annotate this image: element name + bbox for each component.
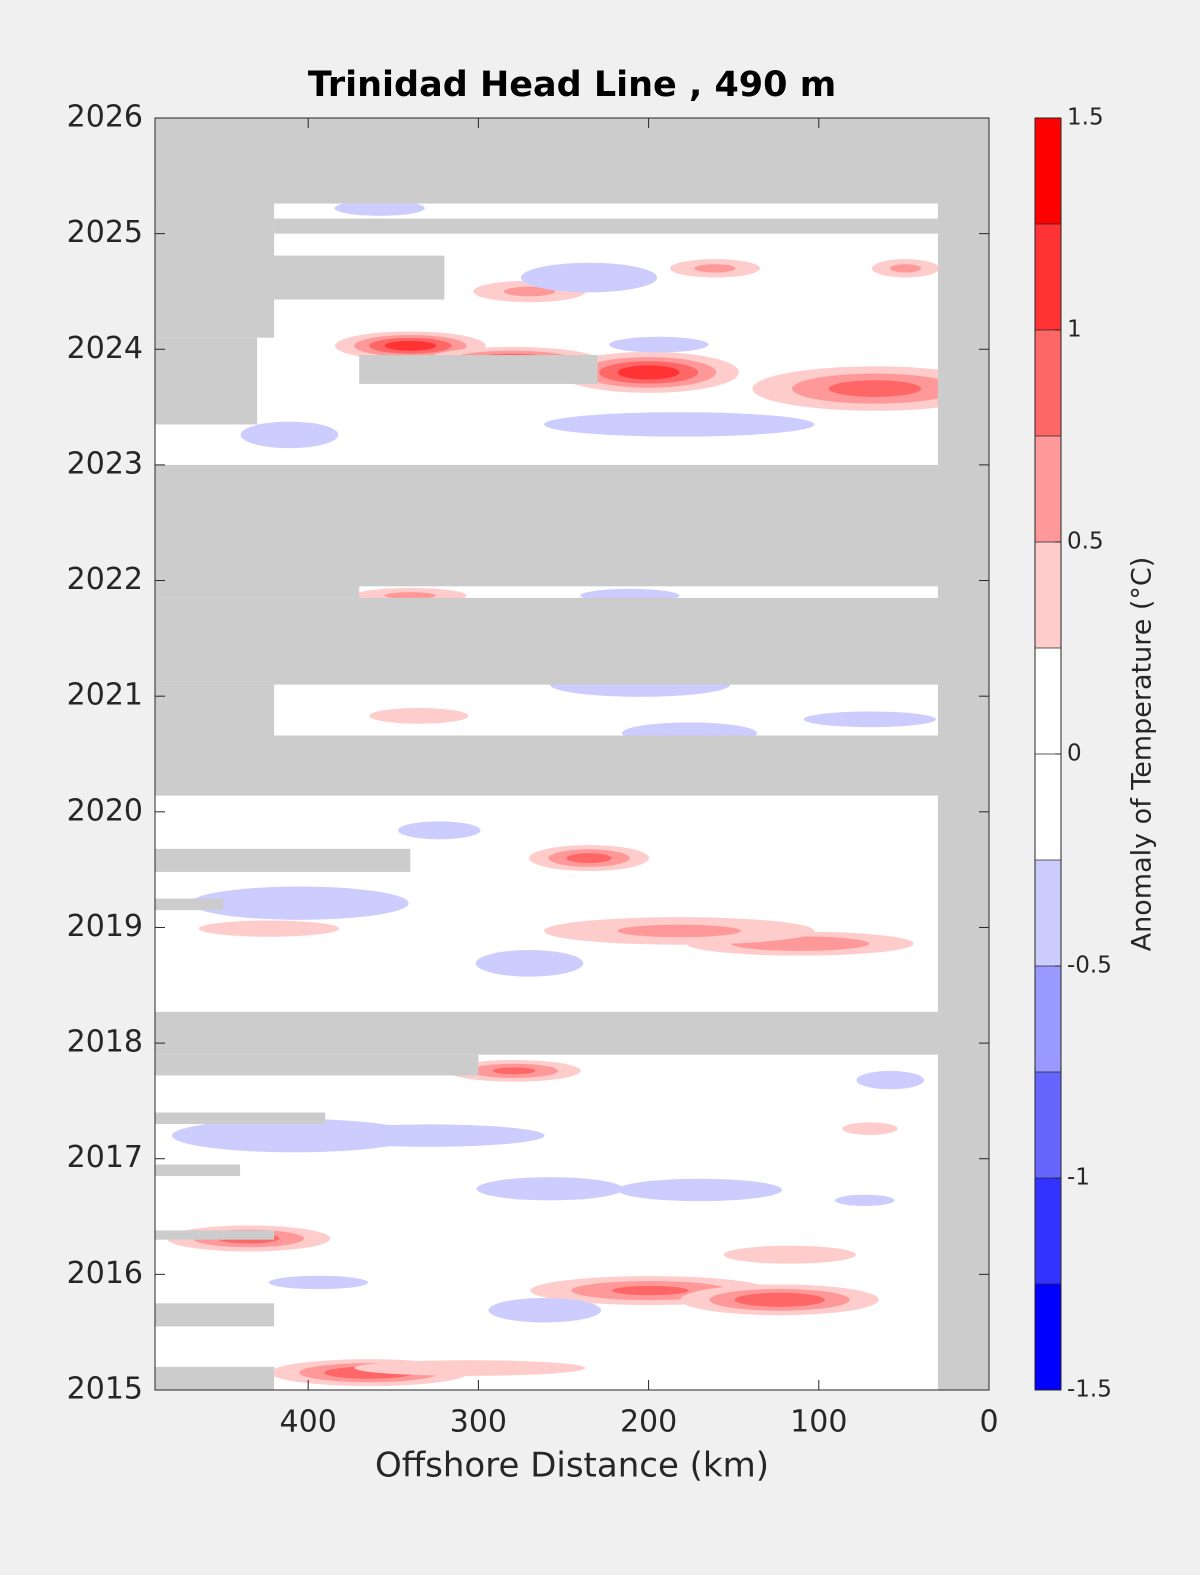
colorbar-band	[1035, 648, 1061, 754]
y-tick-label: 2016	[67, 1256, 143, 1291]
y-tick-label: 2024	[67, 331, 143, 366]
x-tick-label: 100	[790, 1405, 847, 1440]
anomaly-contour	[240, 421, 339, 449]
anomaly-contour	[856, 1070, 925, 1090]
anomaly-contour	[503, 286, 556, 297]
colorbar-band	[1035, 860, 1061, 966]
anomaly-contour	[476, 1177, 624, 1201]
y-tick-label: 2018	[67, 1025, 143, 1060]
missing-region	[274, 218, 938, 234]
colorbar-tick-label: -1.5	[1067, 1377, 1112, 1403]
anomaly-contour	[190, 886, 409, 920]
anomaly-contour	[488, 1297, 602, 1323]
missing-region	[155, 337, 258, 425]
colorbar-band	[1035, 754, 1061, 860]
missing-region	[155, 1112, 326, 1125]
missing-region	[155, 684, 275, 743]
missing-region	[155, 584, 360, 598]
y-tick-label: 2025	[67, 215, 143, 250]
x-tick-label: 400	[280, 1405, 337, 1440]
anomaly-contour	[609, 336, 709, 353]
missing-region	[274, 255, 445, 300]
colorbar-band	[1035, 1284, 1061, 1390]
colorbar-band	[1035, 966, 1061, 1072]
colorbar-label: Anomaly of Temperature (°C)	[1127, 557, 1158, 952]
colorbar-band	[1035, 436, 1061, 542]
anomaly-contour	[369, 707, 469, 724]
x-axis-label: Offshore Distance (km)	[375, 1446, 769, 1486]
anomaly-contour	[566, 853, 612, 863]
missing-region	[155, 1054, 479, 1076]
colorbar-band	[1035, 542, 1061, 648]
missing-region	[155, 848, 411, 872]
anomaly-contour	[544, 412, 815, 437]
missing-region	[155, 118, 989, 204]
anomaly-contour	[803, 711, 936, 728]
plot-frame	[154, 117, 990, 1391]
y-tick-label: 2022	[67, 562, 143, 597]
anomaly-contour	[617, 365, 680, 380]
missing-region	[155, 1366, 275, 1390]
missing-region	[155, 203, 275, 338]
colorbar-tick-label: 1.5	[1067, 105, 1104, 131]
missing-region	[155, 1230, 275, 1240]
anomaly-contour	[890, 264, 922, 273]
anomaly-contour	[842, 1122, 898, 1135]
y-tick-label: 2020	[67, 793, 143, 828]
missing-region	[937, 118, 989, 1390]
x-tick-label: 300	[450, 1405, 507, 1440]
anomaly-contour	[828, 380, 922, 397]
axes: 400 300 200 100 0 2015 2016 2017 2018 2019 2020 202…	[67, 100, 1112, 1440]
anomaly-contour	[617, 924, 741, 938]
colorbar-band	[1035, 118, 1061, 224]
colorbar-band	[1035, 224, 1061, 330]
anomaly-contour	[520, 262, 658, 293]
anomaly-contour	[835, 1194, 895, 1206]
y-tick-label: 2026	[67, 100, 143, 135]
colorbar-tick-label: -1	[1067, 1165, 1090, 1191]
missing-region	[155, 1303, 275, 1327]
missing-region	[155, 464, 989, 587]
colorbar-tick-label: -0.5	[1067, 953, 1112, 979]
y-tick-label: 2015	[67, 1372, 143, 1407]
anomaly-contour	[723, 1245, 856, 1264]
anomaly-contour	[734, 1292, 825, 1307]
missing-region	[359, 355, 598, 384]
x-tick-label: 0	[979, 1405, 998, 1440]
colorbar-band	[1035, 330, 1061, 436]
anomaly-contour	[268, 1275, 368, 1290]
anomaly-contour	[198, 920, 340, 937]
anomaly-contour	[354, 1360, 586, 1376]
missing-region	[155, 1164, 241, 1177]
colorbar-tick-label: 0	[1067, 741, 1082, 767]
chart-title: Trinidad Head Line , 490 m	[308, 65, 836, 105]
colorbar-band	[1035, 1178, 1061, 1284]
y-tick-label: 2017	[67, 1140, 143, 1175]
y-tick-label: 2019	[67, 909, 143, 944]
colorbar-tick-label: 0.5	[1067, 529, 1104, 555]
anomaly-contour	[313, 1124, 545, 1147]
colorbar-band	[1035, 1072, 1061, 1178]
anomaly-contour	[694, 264, 736, 273]
anomaly-contour	[475, 950, 584, 977]
y-tick-label: 2021	[67, 678, 143, 713]
anomaly-contour	[611, 1285, 689, 1296]
x-tick-label: 200	[620, 1405, 677, 1440]
anomaly-contour	[334, 200, 425, 216]
anomaly-contour	[384, 592, 437, 600]
colorbar-tick-label: 1	[1067, 317, 1082, 343]
missing-region	[155, 898, 224, 911]
missing-region	[155, 597, 938, 685]
anomaly-contour	[384, 340, 437, 351]
field	[155, 118, 989, 1390]
y-tick-label: 2023	[67, 446, 143, 481]
missing-region	[155, 735, 938, 796]
missing-region	[155, 1011, 938, 1055]
anomaly-contour	[397, 821, 481, 840]
anomaly-contour	[492, 1067, 536, 1075]
anomaly-contour	[617, 1178, 783, 1202]
